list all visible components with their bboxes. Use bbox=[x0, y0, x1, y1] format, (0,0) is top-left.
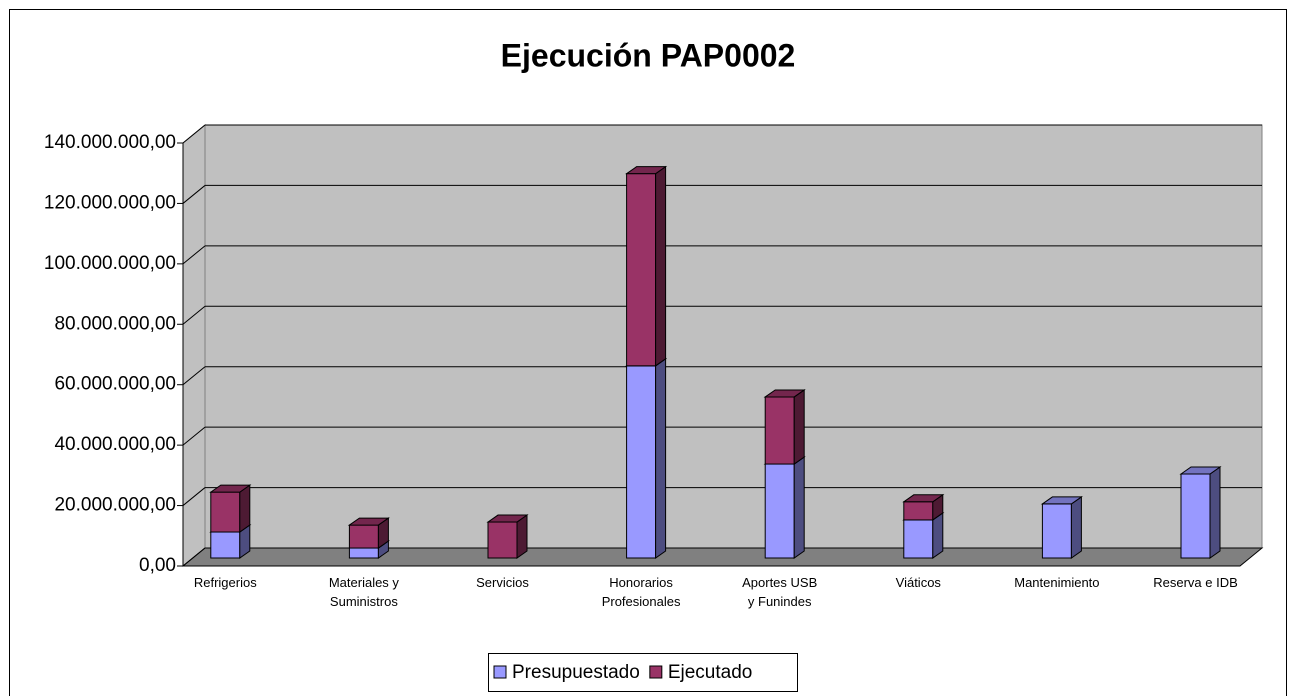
grid-line bbox=[182, 547, 206, 567]
back-wall bbox=[204, 124, 1263, 549]
grid-line bbox=[182, 124, 206, 144]
bar-top bbox=[763, 389, 806, 398]
bar-side bbox=[655, 165, 667, 367]
bar-front bbox=[764, 396, 795, 465]
bar-top bbox=[1179, 466, 1222, 475]
bar-front bbox=[626, 173, 657, 367]
x-tick-label: Viáticos bbox=[895, 575, 941, 590]
bar-front bbox=[487, 521, 518, 559]
bar bbox=[902, 493, 945, 521]
y-tick-label: 120.000.000,00 bbox=[44, 192, 176, 213]
x-tick-label: Materiales y Suministros bbox=[328, 575, 399, 609]
bar-top bbox=[1040, 496, 1083, 505]
bar-side bbox=[655, 357, 667, 559]
bar-front bbox=[210, 491, 241, 533]
bar-front bbox=[903, 519, 934, 559]
bar-side bbox=[1070, 495, 1082, 559]
bar-front bbox=[348, 547, 379, 559]
bar-top bbox=[625, 166, 668, 175]
bar-front bbox=[348, 524, 379, 549]
bar bbox=[347, 517, 390, 549]
floor bbox=[181, 547, 1264, 567]
bar bbox=[625, 357, 668, 559]
grid-line bbox=[182, 245, 206, 265]
y-tick-label: 100.000.000,00 bbox=[44, 253, 176, 274]
y-tick-label: 20.000.000,00 bbox=[54, 495, 176, 516]
bar-side bbox=[239, 484, 251, 533]
bar-front bbox=[764, 463, 795, 559]
x-tick-label: Reserva e IDB bbox=[1153, 575, 1238, 590]
grid-line bbox=[182, 426, 206, 446]
bar bbox=[486, 514, 529, 559]
bar bbox=[763, 388, 806, 465]
bar-front bbox=[903, 501, 934, 521]
x-tick-label: Mantenimiento bbox=[1014, 575, 1100, 590]
y-tick-label: 80.000.000,00 bbox=[54, 313, 176, 334]
legend-swatch bbox=[649, 665, 663, 679]
x-tick-label: Honorarios Profesionales bbox=[601, 575, 681, 609]
y-tick-label: 140.000.000,00 bbox=[44, 132, 176, 153]
bar-front bbox=[1041, 503, 1072, 559]
bar-top bbox=[902, 494, 945, 503]
bar-side bbox=[793, 456, 805, 559]
bar bbox=[1040, 495, 1083, 559]
bar-front bbox=[626, 365, 657, 559]
bar-top bbox=[486, 514, 529, 523]
bar-side bbox=[793, 388, 805, 465]
bar bbox=[209, 484, 252, 533]
bar-top bbox=[347, 517, 390, 526]
y-tick-label: 0,00 bbox=[139, 555, 176, 576]
side-wall bbox=[182, 123, 206, 568]
x-tick-label: Aportes USB y Funindes bbox=[742, 575, 818, 609]
grid-line bbox=[182, 305, 206, 325]
grid-line bbox=[182, 185, 206, 204]
bar bbox=[763, 456, 806, 559]
grid-line bbox=[182, 366, 206, 386]
legend-label: Presupuestado bbox=[512, 662, 640, 683]
bar bbox=[625, 165, 668, 367]
bar-side bbox=[932, 511, 944, 559]
bar-top bbox=[209, 484, 252, 493]
y-tick-label: 40.000.000,00 bbox=[54, 434, 176, 455]
y-tick-label: 60.000.000,00 bbox=[54, 374, 176, 395]
x-tick-label: Refrigerios bbox=[193, 575, 257, 590]
x-tick-label: Servicios bbox=[476, 575, 529, 590]
chart-title: Ejecución PAP0002 bbox=[501, 37, 796, 73]
bar-front bbox=[210, 531, 241, 559]
legend-swatch bbox=[493, 665, 507, 679]
bar bbox=[1179, 466, 1222, 559]
grid-line bbox=[182, 487, 206, 506]
bar-side bbox=[1209, 466, 1221, 559]
legend bbox=[488, 653, 798, 692]
bar-front bbox=[1180, 473, 1211, 559]
legend-label: Ejecutado bbox=[668, 662, 753, 683]
